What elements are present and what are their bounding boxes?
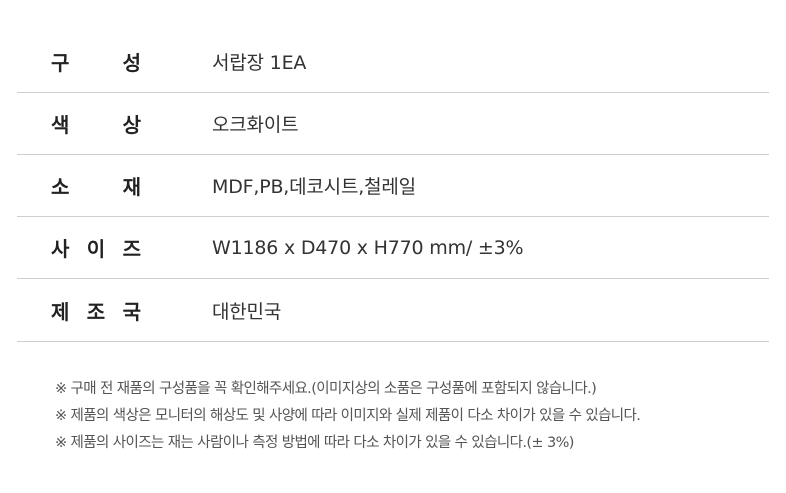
spec-row-composition: 구 성 서랍장 1EA	[17, 31, 769, 93]
spec-label-size: 사 이 즈	[51, 233, 141, 262]
label-char: 소	[51, 175, 70, 199]
label-char: 이	[86, 237, 106, 261]
label-char: 재	[122, 175, 141, 199]
spec-label-composition: 구 성	[51, 47, 141, 76]
label-char: 사	[51, 237, 70, 261]
spec-row-origin: 제 조 국 대한민국	[17, 279, 769, 341]
spec-table: 구 성 서랍장 1EA 색 상 오크화이트 소 재 MDF,PB,데코시트,철레…	[17, 31, 769, 342]
spec-value-size: W1186 x D470 x H770 mm/ ±3%	[212, 236, 524, 259]
spec-row-color: 색 상 오크화이트	[17, 93, 769, 155]
label-char: 제	[51, 299, 70, 324]
notice-list: ※ 구매 전 재품의 구성품을 꼭 확인해주세요.(이미지상의 소품은 구성품에…	[55, 376, 775, 457]
spec-label-origin: 제 조 국	[51, 296, 141, 325]
spec-value-color: 오크화이트	[212, 114, 299, 136]
label-char: 즈	[122, 237, 141, 261]
spec-value-material: MDF,PB,데코시트,철레일	[212, 176, 416, 198]
label-char: 성	[122, 51, 141, 75]
spec-label-material: 소 재	[51, 171, 141, 200]
label-char: 상	[122, 113, 141, 137]
spec-value-composition: 서랍장 1EA	[212, 52, 307, 74]
notice-item: ※ 구매 전 재품의 구성품을 꼭 확인해주세요.(이미지상의 소품은 구성품에…	[55, 381, 597, 397]
label-char: 색	[51, 113, 70, 137]
label-char: 국	[122, 299, 141, 324]
spec-row-size: 사 이 즈 W1186 x D470 x H770 mm/ ±3%	[17, 217, 769, 279]
notice-item: ※ 제품의 사이즈는 재는 사람이나 측정 방법에 따라 다소 차이가 있을 수…	[55, 435, 574, 451]
spec-row-material: 소 재 MDF,PB,데코시트,철레일	[17, 155, 769, 217]
label-char: 조	[86, 299, 106, 324]
notice-item: ※ 제품의 색상은 모니터의 해상도 및 사양에 따라 이미지와 실제 제품이 …	[55, 408, 641, 424]
spec-label-color: 색 상	[51, 109, 141, 138]
label-char: 구	[51, 51, 70, 75]
spec-value-origin: 대한민국	[212, 300, 282, 323]
